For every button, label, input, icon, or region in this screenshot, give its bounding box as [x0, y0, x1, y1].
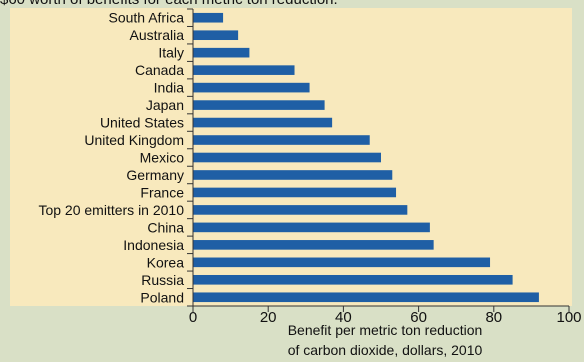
bar-canada	[193, 65, 295, 75]
category-label: Italy	[158, 45, 184, 61]
category-label: Germany	[126, 167, 184, 183]
bar-united-states	[193, 117, 333, 128]
x-tick-label: 20	[260, 309, 277, 326]
category-label: South Africa	[109, 10, 185, 26]
category-label: India	[154, 80, 185, 96]
chart-title: $60 worth of benefits for each metric to…	[0, 0, 338, 8]
bar-poland	[193, 292, 539, 303]
bar-russia	[193, 274, 513, 285]
bar-china	[193, 222, 430, 233]
x-tick-label: 40	[335, 309, 352, 326]
bar-australia	[193, 30, 239, 41]
category-label: United States	[100, 115, 184, 131]
bar-indonesia	[193, 240, 434, 250]
x-tick-label: 100	[556, 309, 581, 326]
bar-united-kingdom	[193, 135, 370, 145]
category-label: Japan	[146, 97, 184, 113]
bar-japan	[193, 100, 325, 110]
bar-germany	[193, 170, 393, 180]
bar-mexico	[193, 152, 381, 163]
category-label: Poland	[140, 289, 184, 305]
bars-group	[193, 12, 539, 303]
bar-france	[193, 187, 397, 198]
bar-korea	[193, 257, 491, 268]
x-tick-labels: 0 20 40 60 80 100	[189, 309, 582, 326]
category-label: Canada	[135, 62, 184, 78]
bar-south-africa	[193, 12, 224, 23]
bar-india	[193, 82, 310, 93]
category-label: Korea	[147, 254, 185, 270]
x-axis-title-line-2: of carbon dioxide, dollars, 2010	[288, 342, 483, 358]
x-tick-label: 60	[410, 309, 427, 326]
bar-italy	[193, 47, 250, 58]
category-label: United Kingdom	[84, 132, 184, 148]
category-label: Indonesia	[123, 237, 184, 253]
category-label: Australia	[130, 27, 185, 43]
category-label: France	[140, 184, 184, 200]
bar-top-20-emitters-in-2010	[193, 205, 408, 215]
x-tick-label: 80	[485, 309, 502, 326]
category-label: Top 20 emitters in 2010	[38, 202, 184, 218]
x-axis-title-line-1: Benefit per metric ton reduction	[288, 322, 483, 338]
category-label: Mexico	[140, 150, 185, 166]
x-tick-label: 0	[189, 309, 197, 326]
category-label: Russia	[141, 272, 184, 288]
category-label: China	[147, 219, 184, 235]
axes	[187, 8, 570, 312]
